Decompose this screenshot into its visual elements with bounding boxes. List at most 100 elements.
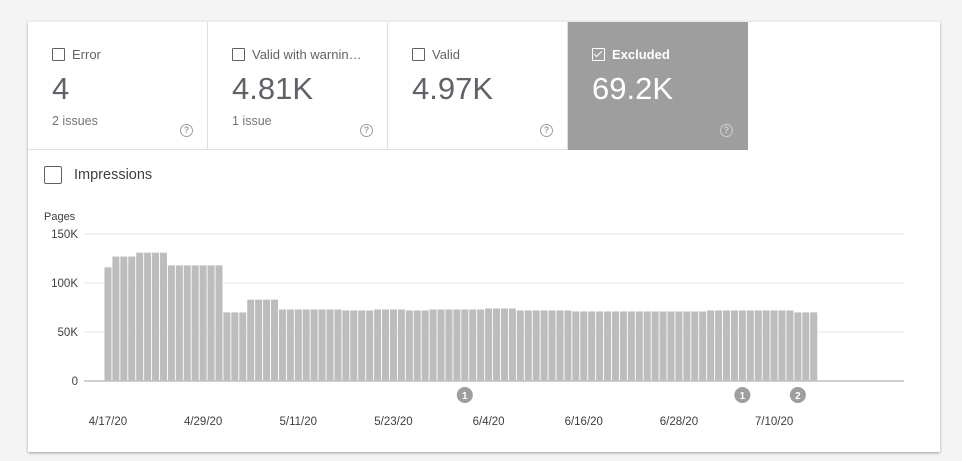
bar	[128, 256, 136, 381]
tile-error[interactable]: Error 4 2 issues ?	[28, 22, 208, 150]
bar	[231, 312, 239, 381]
bar	[207, 265, 215, 381]
bar	[374, 309, 382, 381]
bar	[794, 312, 802, 381]
bar	[421, 310, 429, 381]
bar	[580, 311, 588, 381]
index-coverage-card: Error 4 2 issues ? Valid with warnin… 4.…	[28, 22, 940, 452]
bar	[651, 311, 659, 381]
tile-header: Error	[52, 46, 207, 62]
checkbox-icon[interactable]	[412, 47, 425, 61]
bar	[167, 265, 175, 381]
checkbox-icon[interactable]	[52, 47, 65, 61]
tile-value: 4.81K	[232, 71, 314, 106]
bar	[786, 310, 794, 381]
x-tick-label: 4/29/20	[184, 416, 222, 428]
bar	[699, 311, 707, 381]
help-icon[interactable]: ?	[180, 124, 193, 137]
bar	[485, 308, 493, 381]
bar	[310, 309, 318, 381]
bar	[770, 310, 778, 381]
bar	[762, 310, 770, 381]
bar	[588, 311, 596, 381]
bar	[453, 309, 461, 381]
tile-valid[interactable]: Valid 4.97K ?	[388, 22, 568, 150]
x-tick-label: 7/10/20	[755, 416, 793, 428]
x-tick-label: 5/23/20	[374, 416, 412, 428]
bar	[429, 309, 437, 381]
status-tiles: Error 4 2 issues ? Valid with warnin… 4.…	[28, 22, 748, 150]
bar	[556, 310, 564, 381]
bar	[159, 252, 167, 381]
impressions-toggle[interactable]: Impressions	[44, 166, 152, 184]
y-tick-label: 0	[72, 376, 78, 388]
bar	[199, 265, 207, 381]
bar	[255, 299, 263, 381]
bar	[810, 312, 818, 381]
bar	[366, 310, 374, 381]
bar	[152, 252, 160, 381]
bar	[540, 310, 548, 381]
bar	[627, 311, 635, 381]
y-tick-label: 100K	[51, 278, 78, 290]
bar	[445, 309, 453, 381]
bar	[175, 265, 183, 381]
tile-valid-with-warnings[interactable]: Valid with warnin… 4.81K 1 issue ?	[208, 22, 388, 150]
bar	[223, 312, 231, 381]
bar	[215, 265, 223, 381]
x-tick-label: 6/4/20	[473, 416, 505, 428]
bar	[802, 312, 810, 381]
help-icon[interactable]: ?	[540, 124, 553, 137]
bar	[667, 311, 675, 381]
bar	[183, 265, 191, 381]
bar	[675, 311, 683, 381]
x-tick-label: 6/28/20	[660, 416, 698, 428]
bar	[500, 308, 508, 381]
tile-sub: 1 issue	[232, 114, 272, 128]
bar	[564, 310, 572, 381]
pages-bar-chart: Pages 0 50K 100K 150K 4/17/20 4/29/20 5/11/20 5…	[44, 211, 904, 428]
bar	[635, 311, 643, 381]
bar	[104, 267, 112, 381]
bar	[619, 311, 627, 381]
bar	[358, 310, 366, 381]
bar	[294, 309, 302, 381]
annotation-marker	[734, 387, 751, 403]
bar	[247, 299, 255, 381]
bar	[342, 310, 350, 381]
bar	[263, 299, 271, 381]
bar	[286, 309, 294, 381]
annotation-label: 1	[462, 391, 468, 402]
bar	[516, 310, 524, 381]
checkbox-icon[interactable]	[232, 47, 245, 61]
bar	[469, 309, 477, 381]
impressions-label: Impressions	[74, 167, 153, 183]
bar	[596, 311, 604, 381]
checkbox-checked-icon[interactable]	[592, 47, 605, 61]
bar	[477, 309, 485, 381]
bar	[270, 299, 279, 381]
y-axis-label: Pages	[44, 211, 76, 223]
bar	[715, 310, 723, 381]
tile-excluded[interactable]: Excluded 69.2K ?	[568, 22, 748, 150]
bar	[413, 310, 421, 381]
bar	[572, 311, 580, 381]
bar	[493, 308, 501, 381]
bar	[508, 308, 516, 381]
help-icon[interactable]: ?	[720, 124, 733, 137]
bar	[437, 309, 445, 381]
impressions-checkbox[interactable]	[44, 166, 62, 184]
x-tick-label: 4/17/20	[89, 416, 127, 428]
bar	[738, 310, 746, 381]
bar	[746, 310, 754, 381]
tile-sub: 2 issues	[52, 114, 98, 128]
help-icon[interactable]: ?	[360, 124, 373, 137]
bar	[754, 310, 762, 381]
bar	[302, 309, 310, 381]
bar	[278, 309, 286, 381]
bar	[643, 311, 651, 381]
bar	[778, 310, 786, 381]
annotation-marker	[789, 387, 806, 403]
bar	[659, 311, 667, 381]
bar	[532, 310, 540, 381]
